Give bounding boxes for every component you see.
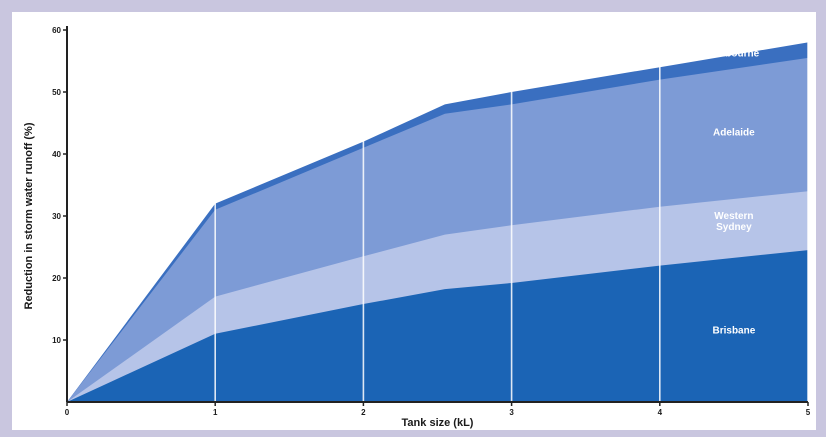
chart-panel: 10 20 30 40 50 60 0 1 2 3 4 5 Melbourne Adelaide West… — [12, 12, 816, 430]
x-axis-label: Tank size (kL) — [402, 417, 474, 429]
area-series-brisbane — [67, 250, 808, 402]
y-tick-label-10: 10 — [52, 336, 61, 345]
series-label-adelaide: Adelaide — [713, 127, 755, 138]
x-tick-label-2: 2 — [361, 408, 366, 417]
x-tick-label-0: 0 — [65, 408, 70, 417]
series-label-western-sydney: Western Sydney — [714, 211, 753, 233]
x-tick-label-4: 4 — [658, 408, 663, 417]
y-tick-label-20: 20 — [52, 274, 61, 283]
x-tick-label-1: 1 — [213, 408, 218, 417]
x-tick-label-5: 5 — [806, 408, 811, 417]
y-tick-label-60: 60 — [52, 26, 61, 35]
y-tick-label-40: 40 — [52, 150, 61, 159]
series-label-melbourne: Melbourne — [709, 49, 760, 60]
area-chart: 10 20 30 40 50 60 0 1 2 3 4 5 Melbourne Adelaide West… — [23, 26, 811, 429]
y-axis-label: Reduction in storm water runoff (%) — [23, 122, 35, 309]
y-tick-label-50: 50 — [52, 88, 61, 97]
series-label-brisbane: Brisbane — [713, 326, 756, 337]
x-tick-label-3: 3 — [509, 408, 514, 417]
y-tick-label-30: 30 — [52, 212, 61, 221]
